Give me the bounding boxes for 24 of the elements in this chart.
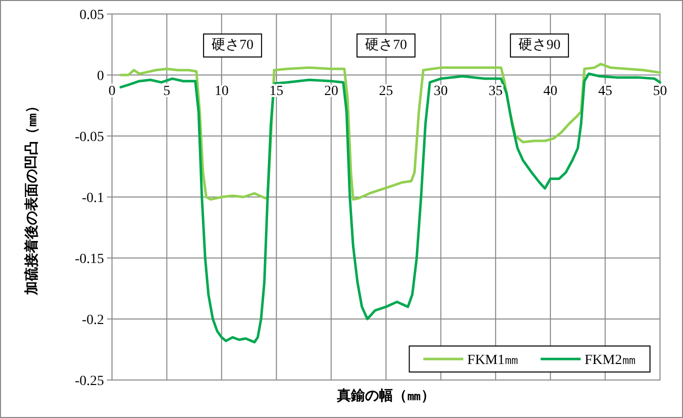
x-tick-label: 20 (324, 84, 338, 99)
y-tick-label: 0.05 (80, 8, 104, 23)
y-tick-label: -0.05 (74, 130, 104, 145)
x-tick-label: 40 (543, 84, 558, 99)
annotation: 硬さ90 (518, 38, 560, 53)
x-tick-label: 0 (108, 84, 116, 99)
y-tick-label: -0.15 (74, 252, 104, 267)
x-tick-label: 50 (653, 84, 667, 99)
x-tick-label: 25 (379, 84, 393, 99)
x-tick-label: 35 (488, 84, 503, 99)
y-axis-title: 加硫接着後の表面の凹凸（㎜） (23, 99, 40, 296)
y-tick-label: 0 (97, 69, 104, 84)
x-tick-label: 5 (163, 84, 170, 99)
legend-label: FKM2㎜ (584, 353, 636, 368)
x-axis-title: 真鍮の幅（㎜） (336, 388, 435, 404)
x-tick-label: 10 (214, 84, 229, 99)
x-tick-label: 45 (598, 84, 612, 99)
y-tick-label: -0.2 (82, 313, 104, 328)
annotation: 硬さ70 (365, 38, 407, 53)
legend-label: FKM1㎜ (467, 353, 519, 368)
x-tick-label: 30 (434, 84, 448, 99)
annotation: 硬さ70 (212, 38, 254, 53)
y-tick-label: -0.1 (82, 191, 104, 206)
y-tick-label: -0.25 (74, 374, 104, 389)
